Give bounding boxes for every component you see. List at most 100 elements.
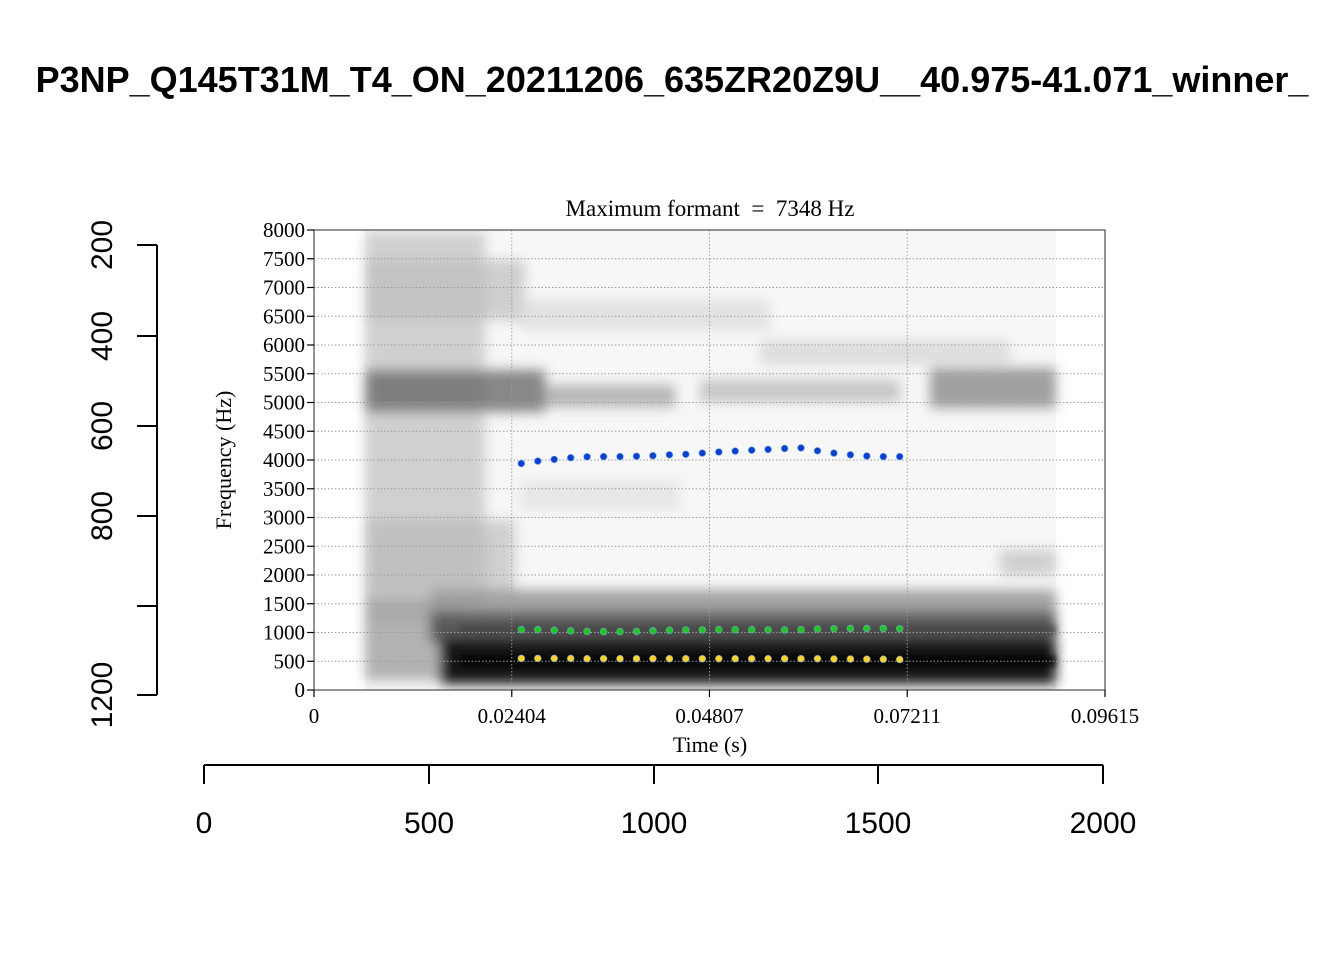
outer-left-tick-label: 800 xyxy=(86,491,119,541)
y-tick-labels: 0 500 1000 1500 2000 2500 3000 3500 4000 4500 5000… xyxy=(263,218,305,702)
formant-point xyxy=(780,654,789,663)
outer-left-tick-label: 200 xyxy=(86,220,119,270)
y-tick-label: 1500 xyxy=(263,592,305,616)
y-tick-label: 3500 xyxy=(263,477,305,501)
formant-point xyxy=(566,627,575,635)
y-tick-label: 1000 xyxy=(263,621,305,645)
y-tick-label: 5500 xyxy=(263,362,305,386)
formant-point xyxy=(863,655,871,663)
y-tick-label: 5000 xyxy=(263,391,305,415)
formant-point xyxy=(616,627,624,636)
y-axis-label: Frequency (Hz) xyxy=(211,391,236,530)
formant-point xyxy=(534,654,542,663)
formant-point xyxy=(895,655,904,664)
formant-point xyxy=(583,453,591,461)
formant-point xyxy=(534,457,542,465)
formant-point xyxy=(731,654,739,663)
formant-point xyxy=(846,624,855,633)
outer-left-tick-label: 600 xyxy=(86,401,119,451)
formant-point xyxy=(698,449,706,457)
outer-bottom-tick-label: 2000 xyxy=(1070,807,1137,840)
formant-point xyxy=(863,624,871,633)
formant-point xyxy=(895,452,904,461)
formant-point xyxy=(632,627,641,636)
outer-left-tick-label: 400 xyxy=(86,311,119,361)
formant-point xyxy=(649,654,657,663)
formant-point xyxy=(566,654,575,663)
y-tick-label: 6000 xyxy=(263,333,305,357)
y-tick-label: 2000 xyxy=(263,563,305,587)
formant-point xyxy=(566,454,575,462)
y-tick-label: 4500 xyxy=(263,419,305,443)
formant-point xyxy=(830,449,838,457)
chart-grid xyxy=(314,230,1105,690)
outer-bottom-tick-label: 1500 xyxy=(845,807,912,840)
formant-point xyxy=(649,627,657,635)
formant-point xyxy=(698,626,706,634)
formant-point xyxy=(895,625,904,633)
formant-point xyxy=(665,626,674,634)
outer-left-tick-label: 1200 xyxy=(86,662,119,729)
formant-point xyxy=(747,446,756,454)
spectrogram-image xyxy=(365,230,1056,690)
formant-point xyxy=(665,451,674,459)
formant-point xyxy=(731,625,739,634)
formant-point xyxy=(764,445,772,454)
outer-bottom-axis xyxy=(203,764,1104,784)
x-tick-label: 0.02404 xyxy=(478,704,547,728)
formant-series-2 xyxy=(517,624,904,636)
formant-point xyxy=(715,654,723,663)
y-tick-label: 0 xyxy=(295,678,306,702)
formant-point xyxy=(682,654,690,663)
formant-point xyxy=(731,447,739,455)
formant-point xyxy=(517,459,525,468)
formant-point xyxy=(599,627,608,636)
formant-point xyxy=(616,654,624,663)
x-tick-label: 0.09615 xyxy=(1071,704,1139,728)
formant-point xyxy=(715,448,723,456)
formant-point xyxy=(879,452,887,461)
outer-bottom-tick-label: 0 xyxy=(196,807,213,840)
chart-title: Maximum formant = 7348 Hz xyxy=(566,196,855,221)
formant-point xyxy=(797,654,805,663)
formant-point xyxy=(813,447,822,455)
y-tick-label: 2500 xyxy=(263,534,305,558)
y-tick-label: 500 xyxy=(274,649,306,673)
formant-point xyxy=(682,626,690,634)
formant-point xyxy=(649,452,657,460)
x-tick-label: 0.07211 xyxy=(873,704,940,728)
formant-point xyxy=(830,625,838,633)
formant-point xyxy=(780,626,789,634)
formant-point xyxy=(747,625,756,634)
outer-bottom-tick-label: 1000 xyxy=(621,807,688,840)
y-tick-label: 8000 xyxy=(263,218,305,242)
formant-point xyxy=(764,654,772,663)
formant-point xyxy=(797,444,805,452)
axis-ticks xyxy=(307,229,1106,697)
formant-point xyxy=(517,654,525,663)
formant-point xyxy=(583,654,591,663)
formant-point xyxy=(517,625,525,634)
y-tick-label: 7000 xyxy=(263,276,305,300)
formant-point xyxy=(632,654,641,663)
y-tick-label: 6500 xyxy=(263,304,305,328)
y-tick-label: 3000 xyxy=(263,506,305,530)
formant-point xyxy=(780,444,789,453)
formant-point xyxy=(846,451,855,459)
formant-series-1 xyxy=(517,654,904,664)
x-tick-label: 0.04807 xyxy=(675,704,743,728)
outer-bottom-tick-label: 500 xyxy=(404,807,454,840)
formant-point xyxy=(534,625,542,634)
formant-points xyxy=(517,444,904,664)
formant-point xyxy=(830,655,838,663)
formant-point xyxy=(797,625,805,634)
formant-point xyxy=(583,627,591,636)
formant-point xyxy=(813,625,822,633)
formant-point xyxy=(665,654,674,663)
formant-point xyxy=(616,452,624,461)
outer-left-axis xyxy=(137,244,158,696)
formant-point xyxy=(632,452,641,460)
formant-series-3 xyxy=(517,444,904,468)
x-tick-labels: 0 0.02404 0.04807 0.07211 0.09615 xyxy=(309,704,1139,728)
